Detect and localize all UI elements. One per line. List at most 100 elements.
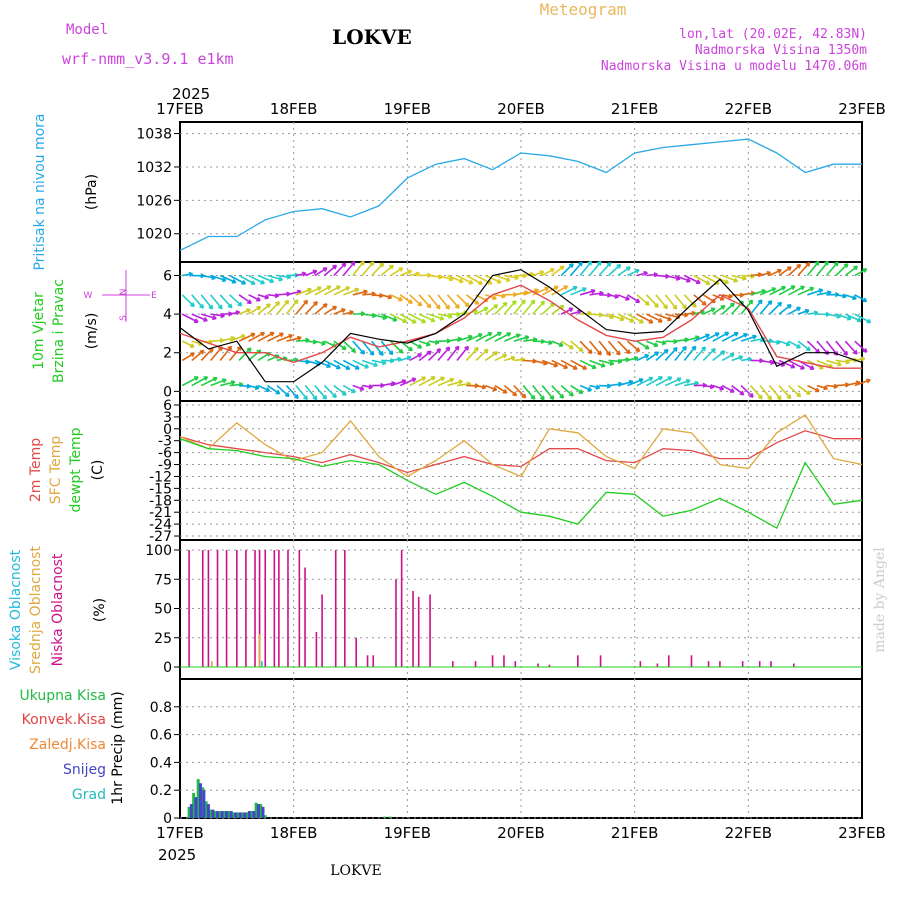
wind-arrow — [816, 260, 829, 277]
date-axis-top: 17FEB 18FEB 19FEB 20FEB 21FEB 22FEB 23FEB — [156, 100, 885, 118]
wind-arrow-head — [419, 301, 423, 306]
wind-arrow — [636, 376, 654, 387]
wind-arrow-head — [343, 391, 347, 396]
wind-arrow — [674, 338, 689, 342]
wind-arrow — [693, 294, 707, 306]
wind-arrow-head — [817, 348, 821, 353]
wind-arrow-head — [810, 365, 815, 370]
wind-arrow — [352, 290, 368, 296]
wind-arrow — [617, 294, 630, 301]
wind-arrow — [551, 265, 565, 277]
wind-arrow-head — [776, 339, 781, 344]
wind-arrow — [513, 336, 529, 342]
wind-arrow-head — [867, 318, 872, 323]
wind-arrow-head — [757, 272, 763, 276]
wind-arrow-head — [246, 347, 252, 351]
wind-arrow — [551, 385, 564, 399]
wind-arrow — [409, 376, 426, 387]
wind-arrow — [835, 263, 849, 277]
wind-arrow-head — [466, 381, 472, 385]
wind-arrow — [437, 378, 454, 387]
wind-arrow-head — [238, 382, 244, 386]
precip-bar — [256, 804, 260, 818]
wind-arrow-head — [201, 303, 204, 309]
wind-arrow-head — [493, 295, 497, 300]
wind-arrow — [741, 357, 752, 362]
wind-arrow — [608, 359, 622, 363]
wind-arrow — [446, 345, 460, 361]
wind-arrow — [361, 359, 378, 367]
wind-arrow-head — [599, 350, 602, 355]
wind-arrow — [248, 274, 265, 285]
wind-arrow — [437, 294, 450, 310]
wind-arrow — [769, 359, 785, 367]
wind-arrow — [494, 353, 507, 362]
wind-arrow — [854, 379, 871, 387]
wind-arrow-head — [530, 299, 535, 303]
wind-arrow-head — [816, 387, 820, 392]
wind-arrow-head — [506, 277, 511, 282]
wind-arrow-head — [256, 349, 261, 352]
wind-arrow — [210, 313, 225, 317]
wind-arrow — [532, 359, 548, 365]
wind-arrow — [361, 340, 375, 356]
wind-arrow — [645, 351, 659, 362]
wind-arrow — [532, 300, 545, 315]
wind-arrow — [362, 384, 373, 389]
wind-arrow — [485, 331, 502, 342]
wind-arrow-head — [352, 388, 356, 393]
wind-arrow-head — [406, 355, 412, 358]
wind-arrow-head — [561, 393, 565, 399]
y-tick-label: 1032 — [136, 160, 172, 176]
wind-arrow-head — [315, 395, 318, 400]
wind-arrow-head — [294, 357, 299, 361]
wind-arrow — [399, 270, 412, 277]
wind-arrow — [674, 379, 691, 387]
wind-arrow — [532, 385, 545, 401]
wind-arrow-head — [230, 380, 235, 383]
wind-arrow-head — [265, 294, 270, 299]
wind-arrow — [845, 381, 860, 387]
wind-arrow — [826, 359, 842, 366]
wind-arrow — [854, 313, 871, 324]
pressure-series — [179, 138, 862, 251]
wind-arrow — [570, 310, 582, 315]
y-tick-label: 4 — [163, 307, 172, 323]
wind-arrow — [816, 359, 833, 368]
wind-arrow-head — [534, 288, 539, 291]
wind-arrow-head — [801, 364, 805, 370]
wind-arrow — [551, 359, 568, 369]
wind-arrow-head — [695, 335, 700, 338]
wind-arrow — [390, 267, 404, 277]
wind-arrow — [560, 286, 578, 296]
wind-arrow-head — [393, 316, 398, 322]
wind-arrow-head — [649, 318, 654, 324]
wind-arrow-head — [232, 278, 237, 284]
wind-arrow-head — [588, 386, 593, 391]
wind-arrow — [191, 349, 205, 362]
wind-arrow-head — [686, 277, 691, 282]
wind-arrow — [267, 274, 283, 281]
wind-direction-legend: N W E S — [84, 270, 157, 322]
wind-arrow — [456, 335, 473, 342]
wind-arrow — [485, 274, 502, 284]
wind-arrow-head — [857, 317, 862, 322]
wind-arrow — [371, 359, 387, 365]
wind-arrow — [655, 313, 672, 321]
wind-arrow — [645, 294, 659, 308]
precip-bar — [229, 811, 233, 818]
date-tick-top: 17FEB — [156, 100, 203, 118]
wind-arrow-head — [222, 277, 227, 282]
wind-arrow-head — [761, 288, 766, 292]
wind-arrow-head — [523, 393, 527, 398]
wind-arrow — [390, 294, 403, 302]
wind-arrow-head — [643, 270, 648, 274]
wind-arrow — [683, 294, 697, 308]
wind-arrow-head — [574, 365, 578, 370]
wind-arrow — [238, 274, 256, 285]
precip-legend-grad: Grad — [72, 787, 106, 803]
wind-arrow-head — [596, 260, 602, 264]
wind-arrow — [816, 384, 828, 390]
wind-arrow — [513, 384, 527, 399]
wind-arrow — [418, 313, 436, 322]
